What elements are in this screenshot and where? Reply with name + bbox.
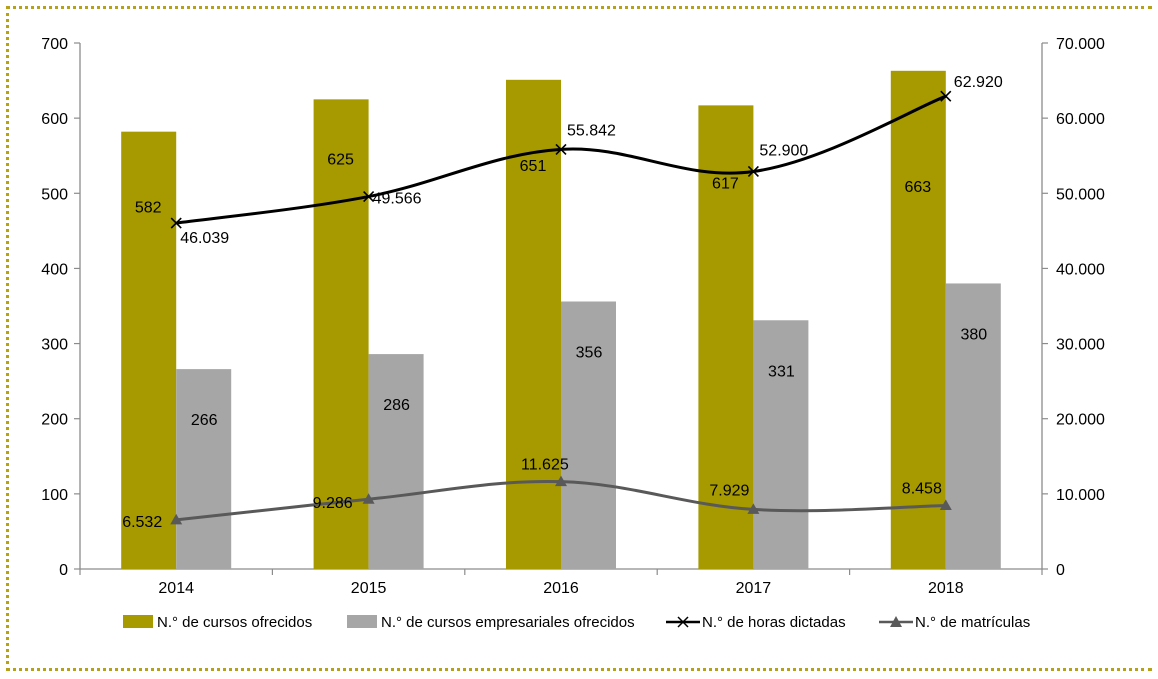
bar-label-cursos-empresariales: 331 [768, 363, 795, 380]
line-label-matriculas: 8.458 [902, 480, 942, 497]
right-axis-tick-label: 0 [1056, 562, 1065, 579]
x-axis-tick-label: 2016 [543, 580, 579, 597]
line-label-horas: 55.842 [567, 122, 616, 139]
legend-label-cursos-empresariales: N.° de cursos empresariales ofrecidos [381, 614, 635, 631]
right-axis-tick-label: 10.000 [1056, 487, 1105, 504]
legend-label-horas: N.° de horas dictadas [702, 614, 846, 631]
marker-triangle-matriculas [362, 493, 375, 504]
bar-cursos-ofrecidos [506, 79, 561, 569]
bar-cursos-empresariales [945, 283, 1001, 569]
left-axis-tick-label: 100 [41, 487, 68, 504]
marker-x-horas [363, 190, 375, 203]
line-label-matriculas: 9.286 [313, 495, 353, 512]
bar-label-cursos-ofrecidos: 651 [520, 158, 547, 175]
marker-x-horas [170, 217, 182, 229]
bar-cursos-ofrecidos [121, 131, 177, 569]
left-axis-tick-label: 300 [41, 337, 68, 354]
right-axis-tick-label: 70.000 [1056, 36, 1105, 53]
bar-cursos-empresariales [368, 354, 424, 569]
bar-cursos-empresariales [753, 320, 809, 569]
bar-cursos-ofrecidos [313, 99, 369, 569]
legend-label-matriculas: N.° de matrículas [915, 614, 1030, 631]
bar-cursos-empresariales [176, 369, 232, 569]
bar-cursos-ofrecidos [698, 105, 754, 570]
x-axis-tick-label: 2017 [736, 580, 772, 597]
marker-triangle-matriculas [747, 503, 760, 514]
x-axis-tick-label: 2018 [928, 580, 964, 597]
line-label-matriculas: 11.625 [521, 457, 569, 474]
legend-marker-horas [677, 616, 689, 628]
line-label-horas: 49.566 [373, 191, 422, 208]
bar-label-cursos-empresariales: 380 [960, 326, 987, 343]
left-axis-tick-label: 600 [41, 111, 68, 128]
bar-label-cursos-empresariales: 286 [383, 397, 410, 414]
bar-label-cursos-empresariales: 356 [576, 344, 603, 361]
legend-label-cursos-ofrecidos: N.° de cursos ofrecidos [157, 614, 312, 631]
dotted-border-bottom [6, 668, 1152, 671]
marker-x-horas [940, 90, 952, 102]
line-label-matriculas: 7.929 [709, 482, 749, 499]
legend-marker-matriculas [890, 616, 902, 627]
line-label-matriculas: 6.532 [122, 514, 162, 531]
bar-label-cursos-ofrecidos: 617 [712, 175, 739, 192]
dotted-border-left [6, 6, 9, 671]
marker-triangle-matriculas [555, 475, 567, 487]
right-axis-tick-label: 40.000 [1056, 261, 1105, 278]
bar-label-cursos-empresariales: 266 [191, 412, 218, 429]
marker-x-horas [555, 143, 567, 155]
right-axis-tick-label: 50.000 [1056, 186, 1105, 203]
line-label-horas: 62.920 [954, 74, 1003, 91]
marker-triangle-matriculas [939, 499, 952, 510]
left-axis-tick-label: 0 [59, 562, 68, 579]
bar-label-cursos-ofrecidos: 582 [135, 200, 162, 217]
x-axis-tick-label: 2014 [158, 580, 194, 597]
bar-label-cursos-ofrecidos: 663 [904, 179, 931, 196]
right-axis-tick-label: 60.000 [1056, 111, 1105, 128]
legend-swatch-cursos-ofrecidos [123, 615, 153, 628]
marker-triangle-matriculas [170, 513, 183, 525]
right-axis-tick-label: 30.000 [1056, 337, 1105, 354]
bar-cursos-ofrecidos [890, 70, 946, 569]
legend-swatch-cursos-empresariales [347, 615, 377, 628]
left-axis-tick-label: 400 [41, 261, 68, 278]
bar-cursos-empresariales [561, 301, 616, 569]
left-axis-tick-label: 700 [41, 36, 68, 53]
dotted-border-top [6, 6, 1152, 9]
marker-x-horas [747, 165, 759, 178]
x-axis-tick-label: 2015 [351, 580, 387, 597]
line-label-horas: 46.039 [180, 230, 229, 247]
right-axis-tick-label: 20.000 [1056, 412, 1105, 429]
left-axis-tick-label: 500 [41, 186, 68, 203]
left-axis-tick-label: 200 [41, 412, 68, 429]
bar-label-cursos-ofrecidos: 625 [327, 151, 354, 168]
line-label-horas: 52.900 [759, 142, 808, 159]
